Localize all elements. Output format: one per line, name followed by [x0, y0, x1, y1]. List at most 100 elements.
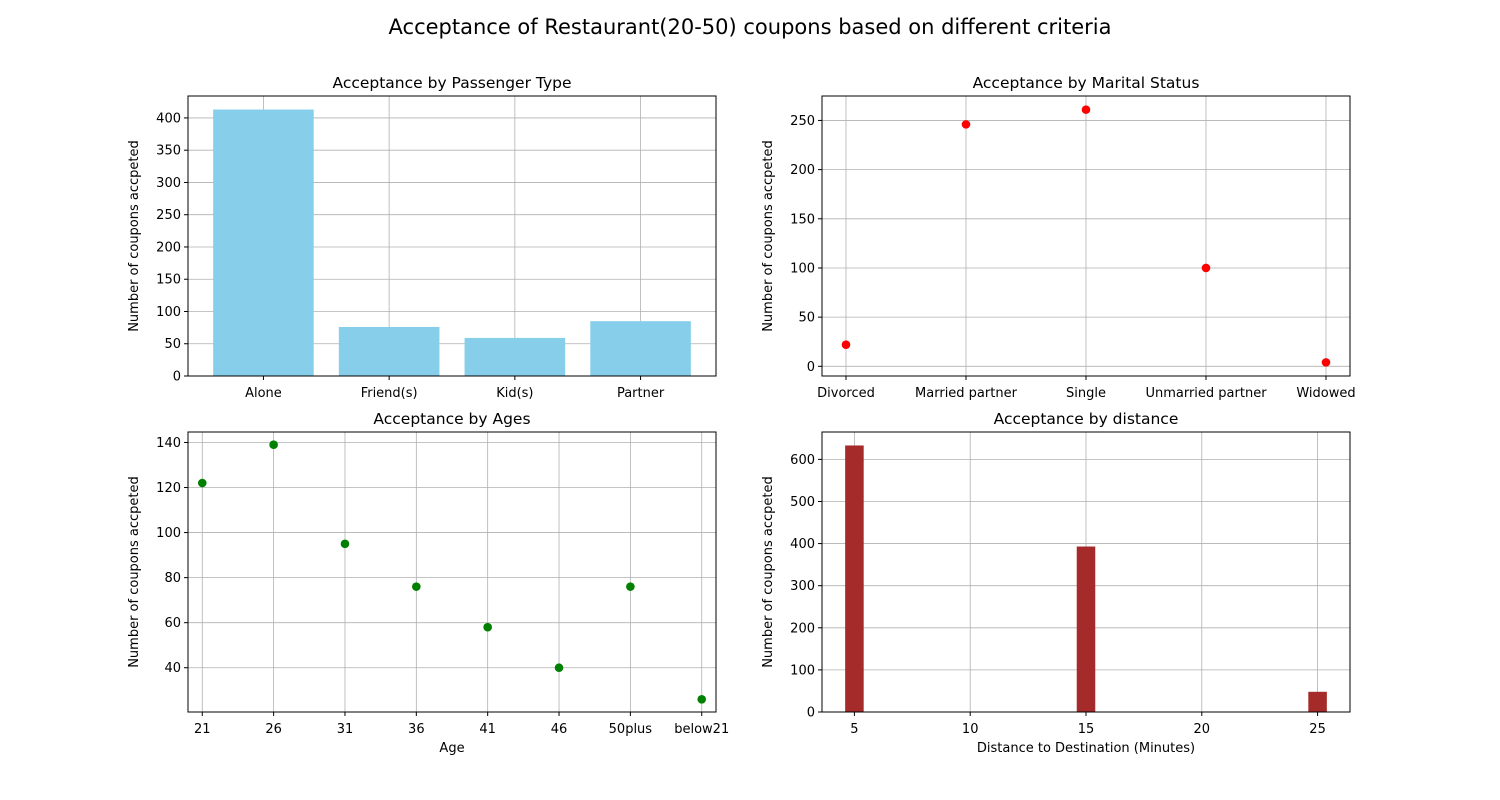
point-Widowed	[1321, 358, 1331, 367]
y-tick-label: 80	[164, 571, 181, 586]
point-Married partner	[961, 120, 971, 129]
x-tick-label: below21	[674, 722, 729, 737]
point-41	[483, 622, 492, 632]
subplot-title: Acceptance by Passenger Type	[332, 74, 571, 92]
x-tick-label: 41	[479, 722, 496, 737]
x-axis: Divorced Married partner Single Unmarried p…	[817, 376, 1356, 401]
point-46	[554, 663, 564, 673]
y-tick-label: 150	[156, 273, 181, 288]
y-tick-label: 400	[790, 537, 815, 552]
point-36	[412, 582, 421, 591]
x-tick-label: 5	[850, 722, 858, 737]
x-axis-label: Age	[439, 741, 464, 756]
subplot-4: 0 100 200 300 400 500 600 5 10 15 20 25 Acceptance b…	[761, 410, 1351, 756]
x-tick-label: 50plus	[609, 722, 653, 737]
y-tick-label: 100	[790, 261, 815, 276]
data-marks	[841, 105, 1331, 367]
bar-15	[1076, 546, 1096, 712]
subplot-2: 0 50 100 150 200 250 Divorced Married partner Si…	[761, 74, 1356, 401]
bar-Kid(s)	[464, 337, 566, 376]
x-tick-label: Kid(s)	[496, 386, 533, 401]
y-tick-label: 500	[790, 495, 815, 510]
data-marks	[213, 109, 691, 376]
y-tick-label: 0	[173, 370, 181, 385]
x-tick-label: 46	[551, 722, 568, 737]
y-tick-label: 0	[807, 360, 815, 375]
y-tick-label: 250	[156, 208, 181, 223]
point-31	[340, 539, 350, 549]
point-Unmarried partner	[1201, 263, 1211, 273]
y-tick-label: 0	[807, 706, 815, 721]
subplot-title: Acceptance by Ages	[373, 410, 530, 428]
y-tick-label: 120	[156, 481, 181, 496]
axes-frame	[187, 431, 717, 713]
y-tick-label: 40	[164, 661, 181, 676]
y-tick-label: 200	[156, 240, 181, 255]
y-axis-label: Number of coupons accpeted	[127, 140, 142, 332]
bar-5	[845, 445, 864, 712]
bar-Partner	[590, 321, 691, 376]
y-tick-label: 250	[790, 114, 815, 129]
y-tick-label: 60	[164, 616, 181, 631]
bar-Friend(s)	[338, 326, 440, 376]
y-tick-label: 400	[156, 111, 181, 126]
x-tick-label: Unmarried partner	[1145, 386, 1267, 401]
y-axis-label: Number of coupons accpeted	[761, 476, 776, 668]
y-axis: 0 50 100 150 200 250	[790, 114, 822, 375]
y-axis: 0 100 200 300 400 500 600	[790, 453, 822, 721]
subplot-title: Acceptance by distance	[994, 410, 1179, 428]
x-tick-label: 25	[1309, 722, 1326, 737]
y-tick-label: 600	[790, 453, 815, 468]
y-axis-label: Number of coupons accpeted	[761, 140, 776, 332]
y-tick-label: 300	[156, 176, 181, 191]
x-tick-label: 10	[962, 722, 979, 737]
x-tick-label: Single	[1066, 386, 1106, 401]
y-tick-label: 200	[790, 621, 815, 636]
y-tick-label: 350	[156, 144, 181, 159]
y-tick-label: 50	[164, 337, 181, 352]
data-marks	[197, 440, 707, 704]
y-tick-label: 140	[156, 436, 181, 451]
point-50plus	[626, 582, 635, 591]
x-axis: 5 10 15 20 25	[850, 712, 1326, 737]
y-tick-label: 200	[790, 163, 815, 178]
x-tick-label: 36	[408, 722, 425, 737]
subplot-title: Acceptance by Marital Status	[973, 74, 1200, 92]
point-Divorced	[841, 340, 851, 349]
point-26	[269, 440, 278, 450]
grid-lines	[188, 432, 716, 712]
y-tick-label: 100	[156, 305, 181, 320]
x-tick-label: Alone	[245, 386, 282, 401]
point-Single	[1081, 105, 1091, 114]
axes-frame	[187, 95, 717, 377]
y-tick-label: 150	[790, 212, 815, 227]
y-tick-label: 300	[790, 579, 815, 594]
x-tick-label: Widowed	[1296, 386, 1355, 401]
x-tick-label: Married partner	[915, 386, 1018, 401]
x-tick-label: 20	[1194, 722, 1211, 737]
y-tick-label: 100	[790, 663, 815, 678]
y-axis: 0 50 100 150 200 250 300 350 400	[156, 111, 188, 385]
point-21	[197, 478, 207, 488]
y-tick-label: 50	[798, 311, 815, 326]
x-tick-label: 26	[265, 722, 282, 737]
bar-Alone	[213, 109, 314, 376]
x-tick-label: 31	[337, 722, 354, 737]
subplot-1: 0 50 100 150 200 250 300 350 400 Alone Friend(s) Ki…	[127, 74, 717, 401]
x-axis: Alone Friend(s) Kid(s) Partner	[245, 376, 665, 401]
y-axis: 40 60 80 100 120 140	[156, 436, 188, 676]
x-axis: 21 26 31 36 41 46 50plus below21	[194, 712, 729, 737]
x-tick-label: Partner	[617, 386, 665, 401]
grid-lines	[822, 96, 1350, 376]
point-below21	[697, 694, 707, 704]
x-tick-label: Divorced	[817, 386, 875, 401]
figure-title: Acceptance of Restaurant(20-50) coupons …	[389, 15, 1112, 39]
y-axis-label: Number of coupons accpeted	[127, 476, 142, 668]
x-tick-label: 21	[194, 722, 211, 737]
x-axis-label: Distance to Destination (Minutes)	[977, 741, 1195, 756]
y-tick-label: 100	[156, 526, 181, 541]
bar-25	[1308, 691, 1327, 712]
x-tick-label: 15	[1078, 722, 1095, 737]
